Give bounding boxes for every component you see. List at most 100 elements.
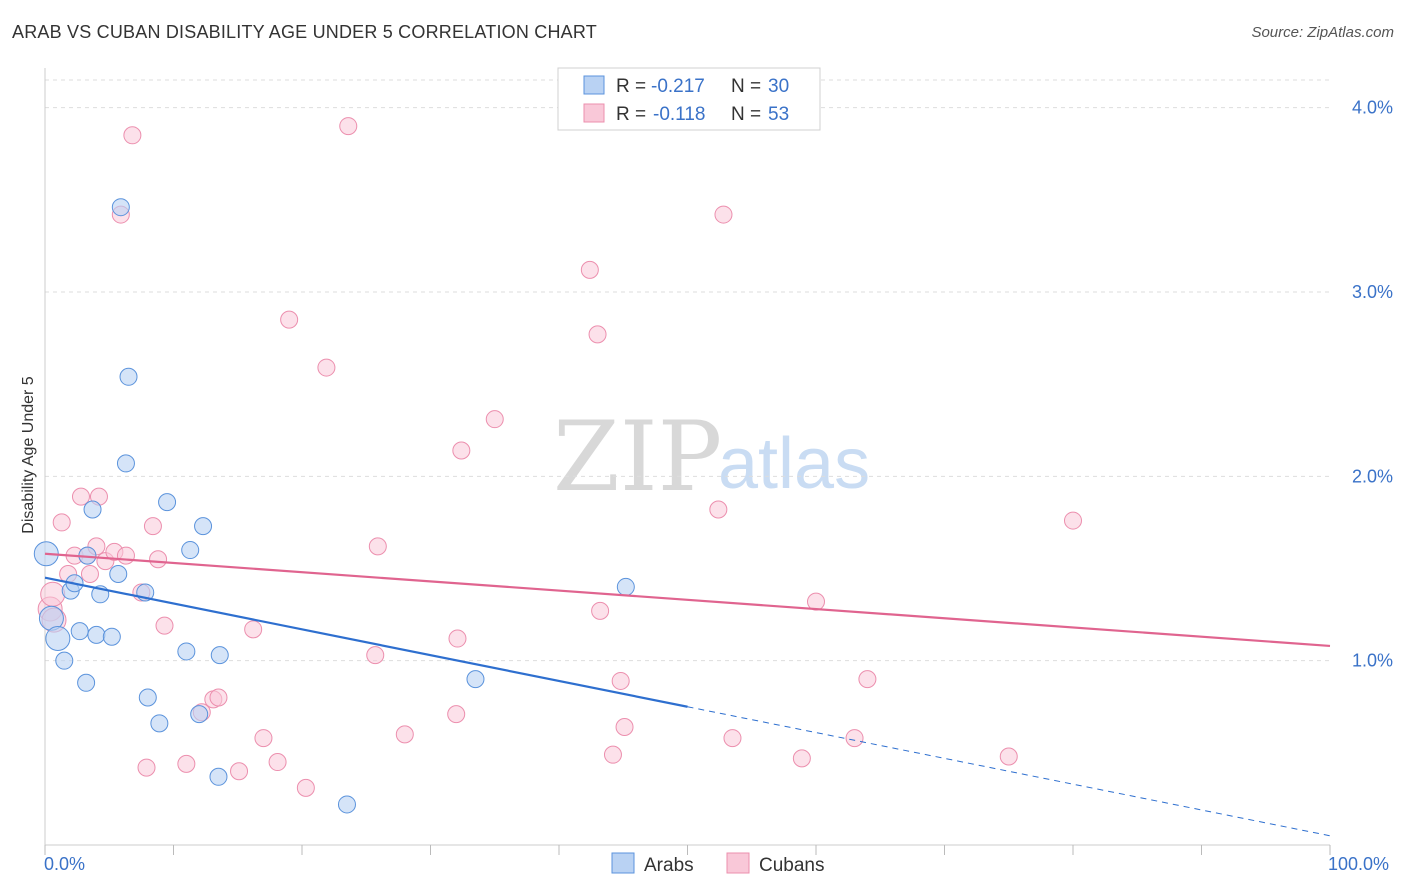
cubans-series-label: Cubans [759,855,825,876]
arabs-point [102,627,121,646]
source-label: Source: ZipAtlas.com [1251,24,1394,41]
cubans-point [149,550,168,569]
cubans-r-value: -0.118 [653,104,705,125]
cubans-point [999,747,1018,766]
arabs-point [150,714,169,733]
y-axis-label: Disability Age Under 5 [20,376,37,534]
chart-title: ARAB VS CUBAN DISABILITY AGE UNDER 5 COR… [12,22,597,42]
cubans-point [116,546,135,565]
cubans-point [52,513,71,532]
arabs-point [158,493,177,512]
watermark-zip: ZIP [553,401,722,513]
arabs-trend-line-extension [687,706,1331,837]
x-ticks [44,845,1331,855]
arabs-point [466,670,485,689]
y-tick-label: 3.0% [1352,282,1393,302]
cubans-point [339,117,358,136]
arabs-point [55,651,74,670]
cubans-point [588,325,607,344]
watermark-atlas: atlas [718,424,870,504]
cubans-point [143,517,162,536]
y-tick-label: 2.0% [1352,466,1393,486]
cubans-n-label: N = [731,104,761,125]
cubans-point [137,758,156,777]
cubans-point [177,754,196,773]
arabs-point [87,625,106,644]
cubans-legend-swatch [583,103,605,123]
stats-legend: R = -0.217 N = 30 R = -0.118 N = 53 [557,67,821,131]
arabs-point [83,500,102,519]
cubans-point [40,581,66,607]
cubans-point [1064,511,1082,530]
arabs-point [70,622,89,641]
cubans-point [709,500,728,519]
cubans-point [807,592,825,611]
arabs-point [45,626,71,652]
arabs-legend-swatch [583,75,605,95]
y-tick-label: 1.0% [1352,651,1393,671]
series-legend: Arabs Cubans [611,852,825,876]
cubans-point [723,729,742,748]
cubans-point [591,601,610,620]
cubans-point [395,725,414,744]
arabs-point [177,642,196,661]
cubans-r-label: R = [616,104,646,125]
cubans-point [71,487,90,506]
arabs-points [33,198,635,814]
arabs-point [119,367,138,386]
cubans-point [80,565,99,584]
arabs-n-value: 30 [768,76,789,97]
cubans-point [209,688,228,707]
arabs-point [138,688,157,707]
gridlines [45,79,1330,662]
x-tick-label-min: 0.0% [44,854,85,874]
arabs-trend-line [44,576,688,708]
cubans-point [858,670,877,689]
arabs-r-label: R = [616,76,646,97]
y-tick-labels: 1.0% 2.0% 3.0% 4.0% [1352,98,1393,671]
cubans-point [268,753,287,772]
cubans-point [615,718,634,737]
cubans-point [280,310,299,329]
cubans-point [230,762,249,781]
cubans-point [366,646,385,665]
cubans-point [485,410,504,429]
cubans-n-value: 53 [768,104,789,125]
arabs-point [116,454,135,473]
arabs-series-swatch [611,852,635,874]
cubans-point [792,749,811,768]
arabs-point [337,795,356,814]
cubans-point [244,620,263,639]
x-tick-label-max: 100.0% [1328,854,1389,874]
cubans-point [368,537,387,556]
cubans-point [448,629,467,648]
cubans-point [254,729,273,748]
arabs-point [190,705,209,724]
cubans-point [611,671,630,690]
arabs-point [210,646,229,665]
cubans-point [317,358,336,377]
cubans-point [845,729,864,748]
cubans-point [447,705,466,724]
arabs-r-value: -0.217 [651,76,705,97]
cubans-series-swatch [726,852,750,874]
y-tick-label: 4.0% [1352,98,1393,118]
arabs-point [194,517,213,536]
cubans-point [296,778,315,797]
cubans-point [155,616,174,635]
cubans-point [452,441,471,460]
cubans-point [714,205,733,224]
arabs-point [77,673,96,692]
cubans-point [580,260,599,279]
arabs-point [209,767,228,786]
arabs-n-label: N = [731,76,761,97]
trend-lines [44,552,1331,837]
arabs-series-label: Arabs [644,855,694,876]
arabs-point [111,198,130,217]
arabs-point [616,577,635,596]
cubans-point [603,745,622,764]
cubans-point [123,126,142,145]
arabs-point [109,565,128,584]
cubans-trend-line [44,552,1331,648]
